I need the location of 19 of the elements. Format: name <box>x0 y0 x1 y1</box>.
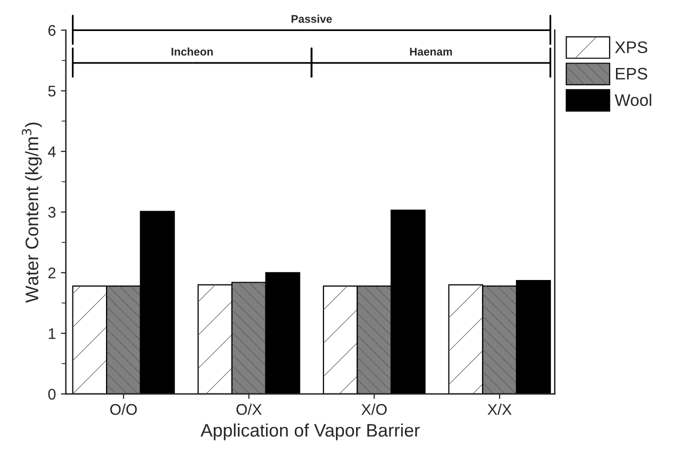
annotation: Incheon <box>172 47 213 56</box>
y-tick-label: 0 <box>48 388 56 400</box>
y-tick-label: 4 <box>48 146 56 157</box>
annotation: Haenam <box>410 48 452 56</box>
text: Passive <box>292 14 332 23</box>
x-tick-label: O/X <box>236 404 262 415</box>
y-tick-label: 5 <box>48 86 56 96</box>
y-axis-title: Water Content (kg/m$^{3}$) <box>22 122 42 303</box>
y-tick-label: 3 <box>48 206 56 218</box>
y-tick-label: 6 <box>48 25 56 36</box>
y-tick-label: 2 <box>48 268 56 278</box>
x-tick-label: X/O <box>361 404 387 415</box>
legend-label: Wool <box>614 94 652 106</box>
legend-label: EPS <box>616 68 648 80</box>
x-tick-label: X/X <box>488 404 512 415</box>
legend-label: XPS <box>615 41 648 54</box>
x-tick-label: O/O <box>110 404 137 415</box>
x-axis-title: Application of Vapor Barrier <box>200 423 420 440</box>
y-tick-label: 1 <box>48 328 56 339</box>
